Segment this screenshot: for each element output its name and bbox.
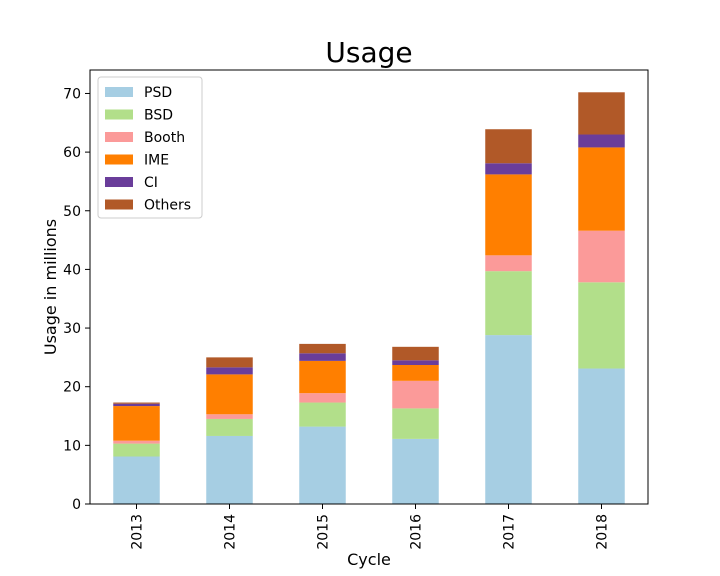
y-tick-label: 40 xyxy=(63,262,81,278)
legend-label-psd: PSD xyxy=(144,85,172,101)
legend-swatch-bsd xyxy=(105,109,133,120)
bar-ime-2016 xyxy=(392,365,439,381)
bar-ime-2017 xyxy=(485,174,532,256)
bar-ime-2013 xyxy=(113,406,160,441)
bar-others-2013 xyxy=(113,402,160,404)
bar-bsd-2013 xyxy=(113,443,160,457)
bar-booth-2015 xyxy=(299,393,346,403)
y-tick-label: 50 xyxy=(63,204,81,220)
bar-bsd-2017 xyxy=(485,271,532,336)
y-axis: 0 10 20 30 40 50 60 70 xyxy=(63,86,90,513)
x-tick-label: 2013 xyxy=(130,514,146,550)
bar-booth-2017 xyxy=(485,255,532,272)
x-axis: 2013 2014 2015 2016 2017 2018 xyxy=(130,504,611,550)
legend-label-bsd: BSD xyxy=(144,108,173,124)
legend-label-booth: Booth xyxy=(144,130,185,146)
y-tick-label: 30 xyxy=(63,321,81,337)
x-axis-label: Cycle xyxy=(347,550,391,569)
bar-psd-2018 xyxy=(578,368,625,504)
y-tick-label: 10 xyxy=(63,438,81,454)
bar-psd-2016 xyxy=(392,438,439,504)
legend-label-ci: CI xyxy=(144,175,158,191)
bar-bsd-2016 xyxy=(392,408,439,439)
bar-ci-2015 xyxy=(299,353,346,361)
bar-ci-2013 xyxy=(113,403,160,407)
x-tick-label: 2018 xyxy=(595,514,611,550)
y-axis-label: Usage in millions xyxy=(41,219,60,355)
legend-label-others: Others xyxy=(144,198,191,214)
x-tick-label: 2017 xyxy=(502,514,518,550)
bar-booth-2014 xyxy=(206,414,253,419)
legend-swatch-booth xyxy=(105,132,133,142)
bar-booth-2016 xyxy=(392,380,439,409)
bar-others-2017 xyxy=(485,129,532,164)
bar-booth-2013 xyxy=(113,440,160,444)
legend-swatch-ci xyxy=(105,177,133,187)
bar-psd-2014 xyxy=(206,435,253,504)
bar-psd-2017 xyxy=(485,335,532,504)
bar-bsd-2015 xyxy=(299,402,346,427)
plot-frame xyxy=(89,69,649,505)
x-tick-label: 2014 xyxy=(223,514,239,550)
bar-bsd-2018 xyxy=(578,282,625,369)
bar-others-2014 xyxy=(206,357,253,368)
legend-swatch-others xyxy=(105,199,133,210)
bar-ci-2016 xyxy=(392,360,439,366)
y-tick-label: 0 xyxy=(72,497,81,513)
bar-others-2018 xyxy=(578,92,625,135)
bar-bsd-2014 xyxy=(206,418,253,436)
bar-others-2015 xyxy=(299,343,346,354)
bar-psd-2015 xyxy=(299,426,346,504)
legend: PSD BSD Booth IME CI Others xyxy=(97,76,203,219)
bar-stacks xyxy=(113,92,625,504)
x-tick-label: 2016 xyxy=(409,514,425,550)
y-tick-label: 70 xyxy=(63,86,81,102)
x-tick-label: 2015 xyxy=(316,514,332,550)
bar-ci-2018 xyxy=(578,134,625,148)
bar-booth-2018 xyxy=(578,230,625,283)
legend-swatch-psd xyxy=(105,87,133,97)
bar-ime-2015 xyxy=(299,360,346,394)
legend-label-ime: IME xyxy=(144,153,169,169)
bar-ime-2018 xyxy=(578,147,625,231)
legend-swatch-ime xyxy=(105,154,133,165)
chart-title: Usage xyxy=(325,36,412,69)
y-tick-label: 60 xyxy=(63,145,81,161)
bar-ime-2014 xyxy=(206,374,253,415)
bar-ci-2014 xyxy=(206,367,253,375)
bar-others-2016 xyxy=(392,346,439,361)
bar-psd-2013 xyxy=(113,456,160,504)
bar-ci-2017 xyxy=(485,163,532,175)
y-tick-label: 20 xyxy=(63,380,81,396)
